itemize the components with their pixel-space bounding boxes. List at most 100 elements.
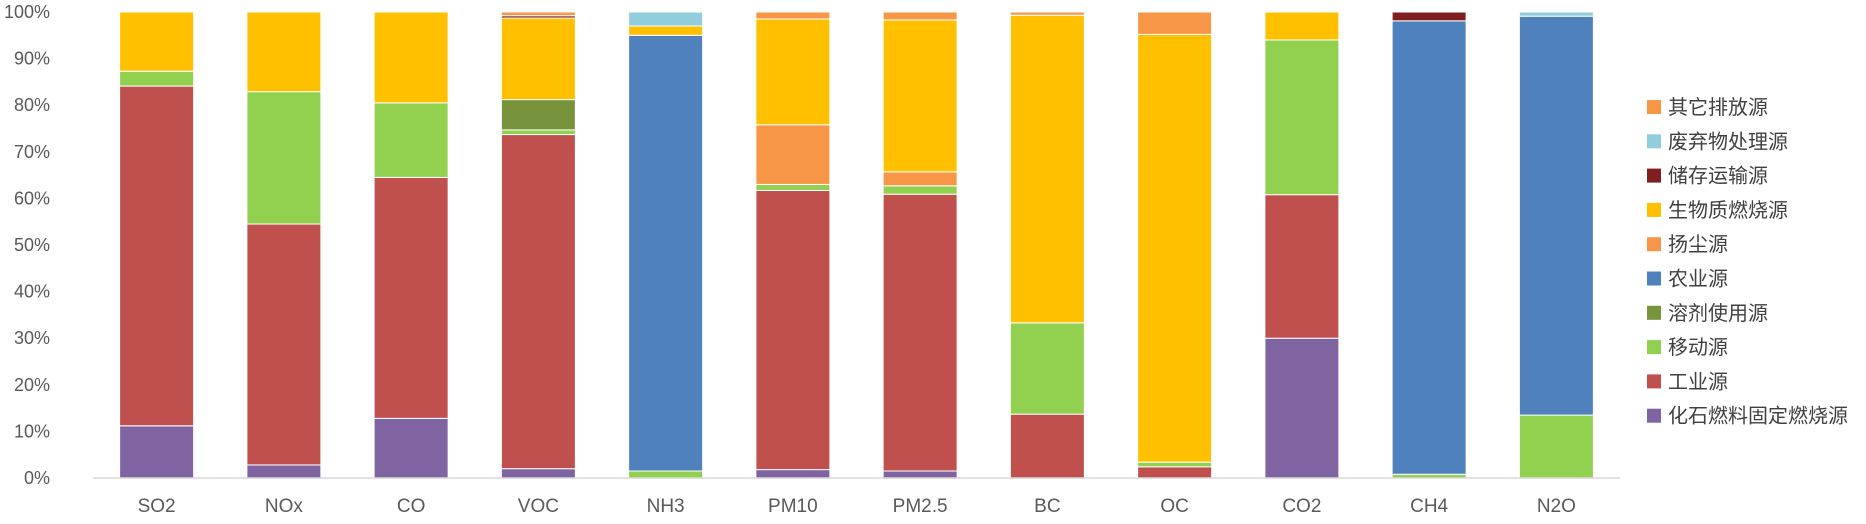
x-tick-label: PM2.5 <box>893 496 948 517</box>
x-axis-labels: SO2 NOx CO VOC NH3 PM10 PM2.5 BC OC CO2 CH4 N2O <box>138 496 1576 517</box>
x-tick-label: SO2 <box>138 496 176 517</box>
bar-segment <box>882 19 958 173</box>
legend-swatch <box>1647 168 1661 183</box>
legend-label: 化石燃料固定燃烧源 <box>1668 405 1848 428</box>
y-tick-label: 10% <box>14 421 50 441</box>
y-tick-label: 20% <box>14 375 50 395</box>
bar-segment <box>373 176 449 419</box>
y-tick-label: 40% <box>14 282 50 302</box>
bar-segment <box>373 417 449 479</box>
x-tick-label: OC <box>1160 496 1189 517</box>
legend-label: 其它排放源 <box>1668 96 1768 119</box>
bar-segment <box>628 34 704 472</box>
legend: 其它排放源废弃物处理源储存运输源生物质燃烧源扬尘源农业源溶剂使用源移动源工业源化… <box>1647 96 1848 428</box>
y-tick-label: 90% <box>14 49 50 69</box>
bar-segment <box>500 99 576 131</box>
x-tick-label: VOC <box>518 496 559 517</box>
bar-segment <box>373 11 449 104</box>
y-tick-label: 50% <box>14 235 50 255</box>
x-tick-label: CO2 <box>1282 496 1321 517</box>
bar-segment <box>1264 337 1340 479</box>
legend-swatch <box>1647 408 1661 423</box>
bar-segment <box>1137 33 1213 463</box>
bar-segment <box>628 470 704 479</box>
legend-swatch <box>1647 305 1661 320</box>
bar-segment <box>246 11 322 93</box>
bar-segment <box>1137 461 1213 468</box>
legend-swatch <box>1647 340 1661 355</box>
bar-segment <box>246 223 322 466</box>
bar-segment <box>373 102 449 178</box>
bar-segment <box>500 468 576 479</box>
bar-segment <box>755 469 831 479</box>
x-tick-label: CH4 <box>1410 496 1448 517</box>
bar-segment <box>246 91 322 225</box>
bar-segment <box>882 171 958 187</box>
y-tick-label: 0% <box>24 468 50 488</box>
legend-swatch <box>1647 100 1661 114</box>
x-tick-label: BC <box>1034 496 1060 517</box>
bar-segment <box>1137 466 1213 479</box>
x-tick-label: N2O <box>1537 496 1576 517</box>
y-tick-label: 70% <box>14 142 50 162</box>
legend-label: 废弃物处理源 <box>1668 130 1788 153</box>
bar-segment <box>882 185 958 195</box>
y-tick-label: 30% <box>14 328 50 348</box>
legend-label: 溶剂使用源 <box>1668 302 1768 325</box>
bar-segment <box>1009 11 1085 16</box>
bar-segment <box>882 193 958 472</box>
bar-stacks <box>119 11 1594 479</box>
bar-segment <box>1518 11 1594 17</box>
bar-segment <box>246 464 322 479</box>
bar-segment <box>1264 39 1340 196</box>
bar-segment <box>1391 11 1467 22</box>
bar-segment <box>882 470 958 479</box>
bar-segment <box>882 11 958 21</box>
bar-segment <box>500 129 576 136</box>
y-tick-label: 60% <box>14 188 50 208</box>
bar-segment <box>1009 322 1085 415</box>
x-tick-label: CO <box>397 496 426 517</box>
bar-segment <box>755 124 831 185</box>
legend-label: 扬尘源 <box>1668 233 1728 256</box>
legend-swatch <box>1647 237 1661 252</box>
bar-segment <box>628 25 704 36</box>
legend-swatch <box>1647 134 1661 149</box>
x-tick-label: NH3 <box>647 496 685 517</box>
bar-segment <box>628 11 704 27</box>
bar-segment <box>755 18 831 126</box>
legend-swatch <box>1647 271 1661 286</box>
bar-segment <box>755 189 831 471</box>
bar-segment <box>1009 14 1085 324</box>
bar-segment <box>119 425 195 479</box>
y-tick-label: 100% <box>4 2 50 22</box>
bar-segment <box>1518 414 1594 479</box>
bar-segment <box>1264 194 1340 339</box>
bar-segment <box>1391 20 1467 475</box>
bar-segment <box>500 17 576 101</box>
legend-swatch <box>1647 202 1661 217</box>
bar-segment <box>500 134 576 470</box>
bar-segment <box>1137 11 1213 35</box>
bar-segment <box>1518 15 1594 416</box>
legend-label: 储存运输源 <box>1668 165 1768 188</box>
legend-label: 农业源 <box>1668 268 1728 291</box>
y-tick-label: 80% <box>14 95 50 115</box>
x-tick-label: PM10 <box>768 496 818 517</box>
legend-label: 工业源 <box>1668 370 1728 393</box>
bar-segment <box>755 183 831 191</box>
legend-label: 移动源 <box>1668 336 1728 359</box>
bar-segment <box>1264 11 1340 41</box>
bar-segment <box>500 11 576 17</box>
bar-segment <box>1009 413 1085 479</box>
bar-segment <box>119 70 195 87</box>
y-axis: 0% 10% 20% 30% 40% 50% 60% 70% 80% 90% 100% <box>4 2 50 488</box>
bar-segment <box>119 85 195 427</box>
x-tick-label: NOx <box>265 496 304 517</box>
legend-label: 生物质燃烧源 <box>1668 199 1788 222</box>
legend-swatch <box>1647 374 1661 389</box>
bar-segment <box>755 11 831 20</box>
bar-segment <box>119 11 195 72</box>
